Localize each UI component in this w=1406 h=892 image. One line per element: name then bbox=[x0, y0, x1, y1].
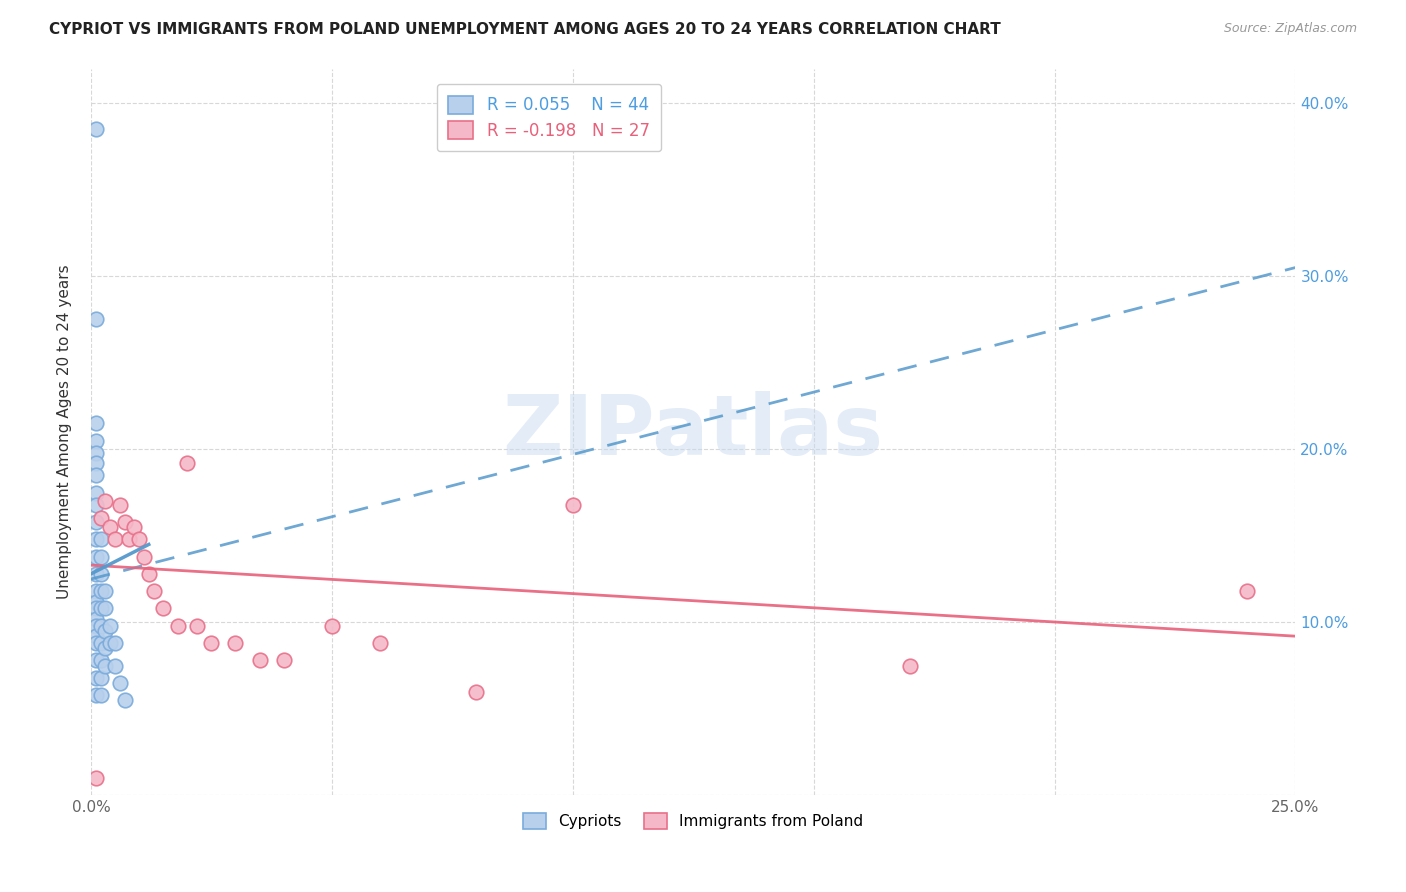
Point bbox=[84, 417, 107, 431]
Point bbox=[84, 601, 107, 615]
Point bbox=[84, 653, 107, 667]
Point bbox=[224, 636, 246, 650]
Point bbox=[94, 641, 117, 656]
Point bbox=[166, 619, 188, 633]
Point bbox=[90, 653, 112, 667]
Point bbox=[84, 629, 107, 643]
Point bbox=[108, 498, 131, 512]
Point bbox=[114, 515, 136, 529]
Point bbox=[84, 498, 107, 512]
Point bbox=[118, 533, 141, 547]
Legend: Cypriots, Immigrants from Poland: Cypriots, Immigrants from Poland bbox=[517, 806, 870, 835]
Text: ZIPatlas: ZIPatlas bbox=[503, 392, 884, 473]
Point bbox=[142, 584, 165, 599]
Point bbox=[90, 566, 112, 581]
Point bbox=[84, 122, 107, 136]
Point bbox=[90, 584, 112, 599]
Point bbox=[84, 549, 107, 564]
Point bbox=[84, 612, 107, 626]
Point bbox=[368, 636, 391, 650]
Point bbox=[94, 601, 117, 615]
Point bbox=[90, 511, 112, 525]
Point bbox=[104, 658, 127, 673]
Point bbox=[94, 658, 117, 673]
Y-axis label: Unemployment Among Ages 20 to 24 years: Unemployment Among Ages 20 to 24 years bbox=[58, 265, 72, 599]
Point bbox=[94, 584, 117, 599]
Point bbox=[84, 619, 107, 633]
Point bbox=[90, 601, 112, 615]
Point bbox=[98, 520, 121, 534]
Point bbox=[84, 771, 107, 785]
Point bbox=[90, 619, 112, 633]
Point bbox=[90, 688, 112, 702]
Point bbox=[1236, 584, 1258, 599]
Point bbox=[84, 485, 107, 500]
Point bbox=[84, 468, 107, 483]
Point bbox=[84, 446, 107, 460]
Point bbox=[152, 601, 174, 615]
Point bbox=[249, 653, 271, 667]
Point bbox=[84, 594, 107, 608]
Point bbox=[138, 566, 160, 581]
Point bbox=[94, 494, 117, 508]
Point bbox=[90, 549, 112, 564]
Point bbox=[128, 533, 150, 547]
Point bbox=[90, 636, 112, 650]
Point bbox=[84, 533, 107, 547]
Point bbox=[465, 684, 488, 698]
Point bbox=[114, 693, 136, 707]
Point bbox=[104, 636, 127, 650]
Point bbox=[108, 676, 131, 690]
Point bbox=[321, 619, 343, 633]
Point bbox=[84, 636, 107, 650]
Point bbox=[104, 533, 127, 547]
Point bbox=[898, 658, 921, 673]
Text: Source: ZipAtlas.com: Source: ZipAtlas.com bbox=[1223, 22, 1357, 36]
Point bbox=[84, 456, 107, 470]
Text: CYPRIOT VS IMMIGRANTS FROM POLAND UNEMPLOYMENT AMONG AGES 20 TO 24 YEARS CORRELA: CYPRIOT VS IMMIGRANTS FROM POLAND UNEMPL… bbox=[49, 22, 1001, 37]
Point bbox=[84, 434, 107, 448]
Point bbox=[94, 624, 117, 638]
Point bbox=[98, 636, 121, 650]
Point bbox=[561, 498, 583, 512]
Point bbox=[186, 619, 208, 633]
Point bbox=[84, 566, 107, 581]
Point bbox=[124, 520, 146, 534]
Point bbox=[84, 515, 107, 529]
Point bbox=[132, 549, 155, 564]
Point bbox=[90, 671, 112, 685]
Point bbox=[273, 653, 295, 667]
Point bbox=[84, 671, 107, 685]
Point bbox=[90, 533, 112, 547]
Point bbox=[84, 688, 107, 702]
Point bbox=[200, 636, 222, 650]
Point bbox=[84, 584, 107, 599]
Point bbox=[84, 312, 107, 326]
Point bbox=[176, 456, 198, 470]
Point bbox=[98, 619, 121, 633]
